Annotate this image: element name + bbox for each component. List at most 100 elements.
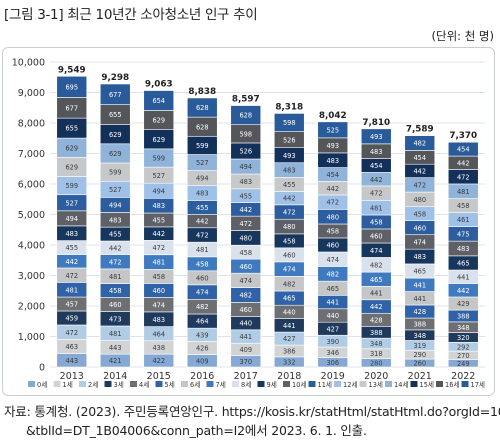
segment-value-label: 599 <box>109 169 122 177</box>
segment-value-label: 348 <box>413 332 426 340</box>
x-tick-label: 2013 <box>60 371 84 382</box>
segment-value-label: 458 <box>196 260 209 268</box>
segment-value-label: 442 <box>283 195 296 203</box>
legend-swatch <box>206 381 214 387</box>
segment-value-label: 480 <box>413 196 426 204</box>
x-tick-label: 2017 <box>234 371 258 382</box>
segment-value-label: 443 <box>109 344 122 352</box>
segment-value-label: 460 <box>413 224 426 232</box>
segment-value-label: 454 <box>457 146 470 154</box>
x-tick-label: 2014 <box>103 371 127 382</box>
segment-value-label: 460 <box>283 251 296 259</box>
segment-value-label: 472 <box>457 173 470 181</box>
segment-value-label: 598 <box>283 119 296 127</box>
segment-value-label: 442 <box>457 159 470 167</box>
segment-value-label: 629 <box>152 136 165 144</box>
segment-value-label: 472 <box>413 181 426 189</box>
stacked-bar-chart: 0 1,000 2,000 3,000 4,000 5,000 6,000 7,000 8,00… <box>12 58 485 389</box>
segment-value-label: 481 <box>370 204 383 212</box>
segment-value-label: 483 <box>109 216 122 224</box>
segment-value-label: 483 <box>239 178 252 186</box>
bar-segment <box>404 135 436 151</box>
segment-value-label: 458 <box>239 249 252 257</box>
legend-label: 14세 <box>394 380 408 389</box>
segment-value-label: 442 <box>457 287 470 295</box>
source-note: 자료: 통계청. (2023). 주민등록연앙인구. https://kosis… <box>4 402 500 440</box>
segment-value-label: 629 <box>152 117 165 125</box>
segment-value-label: 481 <box>196 246 209 254</box>
y-tick-label: 4,000 <box>18 241 45 252</box>
bar-total-label: 7,370 <box>449 131 477 141</box>
legend-label: 7세 <box>216 380 226 389</box>
segment-value-label: 440 <box>326 312 339 320</box>
y-tick-label: 3,000 <box>18 271 45 282</box>
segment-value-label: 474 <box>196 289 209 297</box>
bar-segment <box>317 121 349 139</box>
segment-value-label: 346 <box>326 349 339 357</box>
segment-value-label: 348 <box>457 324 470 332</box>
segment-value-label: 493 <box>370 133 383 141</box>
segment-value-label: 441 <box>457 273 470 281</box>
segment-value-label: 483 <box>370 148 383 156</box>
segment-value-label: 464 <box>196 318 209 326</box>
segment-value-label: 494 <box>152 187 165 195</box>
segment-value-label: 473 <box>109 315 122 323</box>
segment-value-label: 441 <box>283 322 296 330</box>
segment-value-label: 629 <box>65 163 78 171</box>
segment-value-label: 458 <box>109 287 122 295</box>
y-tick-label: 0 <box>39 363 45 374</box>
segment-value-label: 480 <box>326 213 339 221</box>
segment-value-label: 527 <box>109 186 122 194</box>
segment-value-label: 629 <box>109 131 122 139</box>
segment-value-label: 599 <box>196 142 209 150</box>
legend-swatch <box>334 381 341 387</box>
segment-value-label: 465 <box>283 295 296 303</box>
segment-value-label: 460 <box>239 263 252 271</box>
segment-value-label: 474 <box>370 247 383 255</box>
legend-swatch <box>155 381 163 387</box>
segment-value-label: 442 <box>196 218 209 226</box>
segment-value-label: 460 <box>239 306 252 314</box>
segment-value-label: 439 <box>196 331 209 339</box>
legend-swatch <box>359 381 367 387</box>
segment-value-label: 458 <box>152 273 165 281</box>
segment-value-label: 599 <box>152 155 165 163</box>
segment-value-label: 441 <box>326 299 339 307</box>
legend-label: 10세 <box>292 380 306 389</box>
bar-segment <box>56 75 88 98</box>
segment-value-label: 441 <box>239 333 252 341</box>
segment-value-label: 388 <box>370 329 383 337</box>
segment-value-label: 460 <box>109 301 122 309</box>
segment-value-label: 270 <box>457 352 470 360</box>
segment-value-label: 460 <box>370 233 383 241</box>
segment-value-label: 458 <box>457 202 470 210</box>
legend-swatch <box>385 381 392 387</box>
segment-value-label: 306 <box>326 359 339 367</box>
segment-value-label: 493 <box>326 142 339 150</box>
segment-value-label: 474 <box>152 301 165 309</box>
segment-value-label: 483 <box>65 230 78 238</box>
segment-value-label: 409 <box>239 346 252 354</box>
source-line-2: &tblId=DT_1B04006&conn_path=I2에서 2023. 6… <box>26 423 367 438</box>
segment-value-label: 465 <box>370 276 383 284</box>
segment-value-label: 442 <box>413 168 426 176</box>
segment-value-label: 481 <box>65 286 78 294</box>
segment-value-label: 438 <box>152 344 165 352</box>
bar-total-label: 7,810 <box>362 118 390 128</box>
segment-value-label: 481 <box>457 188 470 196</box>
bar-total-label: 8,318 <box>275 102 303 112</box>
bar-total-label: 8,838 <box>188 87 216 97</box>
segment-value-label: 280 <box>370 359 383 367</box>
legend-swatch <box>436 381 443 387</box>
segment-value-label: 455 <box>152 217 165 225</box>
y-tick-label: 5,000 <box>18 210 45 221</box>
segment-value-label: 654 <box>152 97 165 105</box>
segment-value-label: 457 <box>65 301 78 309</box>
x-tick-label: 2020 <box>364 371 388 382</box>
segment-value-label: 472 <box>370 190 383 198</box>
segment-value-label: 472 <box>152 244 165 252</box>
segment-value-label: 442 <box>109 244 122 252</box>
segment-value-label: 454 <box>413 154 426 162</box>
segment-value-label: 655 <box>109 111 122 119</box>
segment-value-label: 455 <box>109 231 122 239</box>
